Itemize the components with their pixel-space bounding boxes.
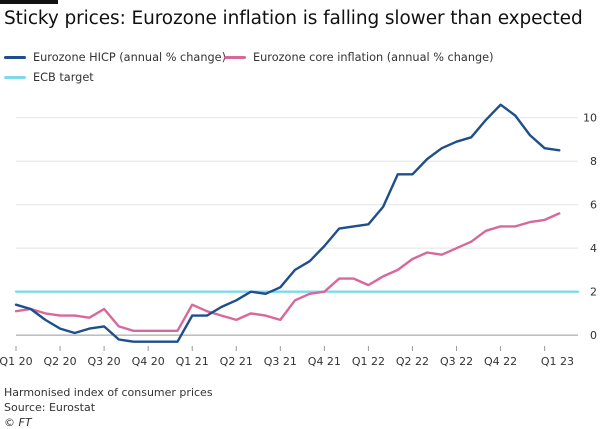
y-tick-label: 8	[590, 155, 597, 168]
x-tick-label: Q1 23	[541, 355, 574, 368]
legend-label-core: Eurozone core inflation (annual % change…	[253, 51, 494, 64]
x-tick-label: Q1 21	[176, 355, 209, 368]
legend-item-core: Eurozone core inflation (annual % change…	[224, 51, 494, 64]
x-tick-label: Q2 21	[220, 355, 253, 368]
y-tick-label: 4	[590, 242, 597, 255]
x-tick-label: Q3 21	[264, 355, 297, 368]
y-axis-ticks: 0 2 4 6 8 10	[583, 112, 597, 342]
x-tick-label: Q1 20	[0, 355, 33, 368]
footnote-credit: © FT	[4, 416, 32, 429]
series-group	[14, 103, 580, 343]
y-tick-label: 2	[590, 286, 597, 299]
x-axis: Q1 20 Q2 20 Q3 20 Q4 20 Q1 21 Q2 21 Q3 21 Q4 21…	[0, 346, 574, 368]
legend-item-hicp: Eurozone HICP (annual % change)	[4, 51, 226, 64]
series-line-core	[14, 212, 561, 332]
legend-label-ecb: ECB target	[33, 71, 94, 84]
x-tick-label: Q2 20	[43, 355, 76, 368]
series-line-hicp	[14, 103, 561, 343]
footnote-note: Harmonised index of consumer prices	[4, 386, 213, 399]
y-tick-label: 10	[583, 112, 597, 125]
brand-top-bar	[0, 0, 58, 4]
x-tick-label: Q4 22	[484, 355, 517, 368]
x-tick-label: Q4 20	[132, 355, 165, 368]
y-tick-label: 6	[590, 199, 597, 212]
x-tick-label: Q4 21	[308, 355, 341, 368]
legend-swatch-ecb	[4, 76, 26, 79]
gridlines	[16, 117, 578, 336]
y-tick-label: 0	[590, 329, 597, 342]
legend-item-ecb: ECB target	[4, 71, 94, 84]
legend-swatch-core	[224, 56, 246, 59]
x-tick-label: Q3 20	[88, 355, 121, 368]
chart-title: Sticky prices: Eurozone inflation is fal…	[4, 8, 583, 29]
x-tick-label: Q2 22	[396, 355, 429, 368]
legend-swatch-hicp	[4, 56, 26, 59]
x-tick-label: Q3 22	[440, 355, 473, 368]
footnote-source: Source: Eurostat	[4, 401, 96, 414]
x-tick-label: Q1 22	[352, 355, 385, 368]
legend-label-hicp: Eurozone HICP (annual % change)	[33, 51, 227, 64]
